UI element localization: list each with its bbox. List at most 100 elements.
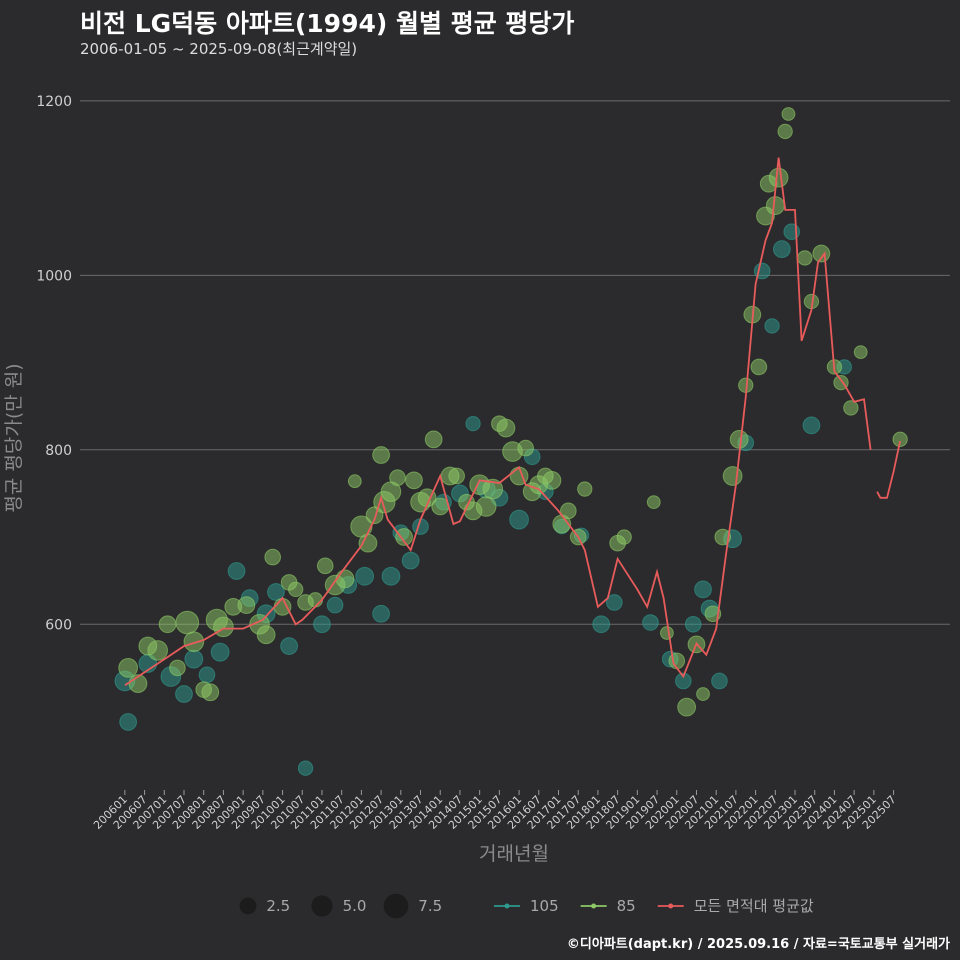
point-85 <box>389 469 406 487</box>
point-105 <box>592 615 611 634</box>
point-105 <box>119 713 138 731</box>
point-105 <box>280 637 298 655</box>
point-105 <box>198 666 216 684</box>
legend-series-label: 모든 면적대 평균값 <box>694 897 814 915</box>
point-85 <box>892 431 908 448</box>
x-axis-label: 거래년월 <box>479 843 549 865</box>
point-85 <box>853 345 868 360</box>
legend-series-dot <box>504 903 510 909</box>
point-105 <box>642 614 659 631</box>
point-105 <box>372 604 390 623</box>
point-85 <box>542 470 562 490</box>
point-85 <box>424 430 443 449</box>
point-105 <box>764 318 780 334</box>
point-85 <box>517 439 534 457</box>
point-85 <box>577 481 593 497</box>
point-105 <box>773 240 791 259</box>
point-105 <box>684 615 702 633</box>
point-85 <box>307 592 324 608</box>
point-85 <box>797 250 813 266</box>
point-85 <box>448 467 465 485</box>
point-85 <box>729 429 749 449</box>
legend-size-label: 5.0 <box>343 897 367 915</box>
point-85 <box>175 610 200 635</box>
legend-size-swatch <box>383 893 409 919</box>
point-105 <box>267 583 285 601</box>
legend-series-dot <box>591 903 597 909</box>
point-105 <box>227 562 246 580</box>
grid-lines <box>80 100 950 625</box>
point-85 <box>335 569 355 589</box>
point-85 <box>213 616 234 638</box>
point-105 <box>381 566 401 586</box>
y-tick-label: 600 <box>45 617 72 633</box>
point-105 <box>401 551 420 570</box>
point-85 <box>696 687 710 701</box>
source-caption: ©디아파트(dapt.kr) / 2025.09.16 / 자료=국토교통부 실… <box>566 937 950 952</box>
point-85 <box>316 557 334 575</box>
point-85 <box>750 358 768 376</box>
legend-size-label: 2.5 <box>266 897 290 915</box>
chart-title: 비전 LG덕동 아파트(1994) 월별 평균 평당가 <box>80 9 575 38</box>
point-85 <box>722 466 743 486</box>
point-85 <box>264 548 281 566</box>
point-85 <box>714 528 732 546</box>
average-line-segment <box>876 440 901 499</box>
point-85 <box>616 529 632 545</box>
legend-series-label: 105 <box>530 897 559 915</box>
x-axis-ticks: 2006012006072007012007072008012008072009… <box>91 790 899 832</box>
point-85 <box>395 528 413 546</box>
point-105 <box>184 649 204 669</box>
point-85 <box>646 495 661 510</box>
point-85 <box>183 631 205 653</box>
point-105 <box>675 672 692 690</box>
point-85 <box>169 659 186 677</box>
point-85 <box>781 107 796 121</box>
point-85 <box>660 626 674 640</box>
legend-size-label: 7.5 <box>418 897 442 915</box>
point-85 <box>677 697 697 717</box>
legend-series-dot <box>668 903 674 909</box>
point-105 <box>606 594 623 611</box>
legend-size-swatch <box>311 895 333 917</box>
point-105 <box>802 416 821 435</box>
point-85 <box>768 167 789 188</box>
point-105 <box>465 415 481 432</box>
point-105 <box>694 580 712 599</box>
point-85 <box>777 123 793 140</box>
point-85 <box>765 196 785 215</box>
point-105 <box>175 685 193 703</box>
chart-subtitle: 2006-01-05 ~ 2025-09-08(최근계약일) <box>80 40 358 58</box>
point-85 <box>201 683 220 702</box>
point-85 <box>237 596 256 614</box>
y-tick-label: 800 <box>45 443 72 459</box>
point-105 <box>297 760 314 776</box>
legend: 2.5 5.0 7.5 105 85 모든 면적대 평균값 <box>239 893 814 919</box>
point-85 <box>118 658 139 678</box>
point-105 <box>509 509 529 530</box>
point-85 <box>475 496 497 517</box>
point-85 <box>273 597 292 616</box>
point-85 <box>347 474 362 489</box>
point-105 <box>711 672 728 690</box>
point-85 <box>158 615 177 634</box>
legend-size-swatch <box>239 897 257 915</box>
point-105 <box>210 642 230 662</box>
point-85 <box>482 478 504 500</box>
point-85 <box>256 625 276 645</box>
series-average-line <box>124 157 901 687</box>
point-85 <box>147 640 169 661</box>
point-105 <box>355 566 375 586</box>
point-105 <box>313 615 331 634</box>
legend-series-label: 85 <box>617 897 636 915</box>
point-85 <box>843 400 859 416</box>
point-85 <box>405 471 423 490</box>
point-105 <box>326 596 344 614</box>
y-tick-label: 1000 <box>36 268 72 284</box>
y-axis-label: 평균 평당가(만 원) <box>3 363 25 512</box>
y-axis-ticks: 600 800 1000 1200 <box>36 94 72 633</box>
point-85 <box>560 502 577 520</box>
point-85 <box>288 581 304 598</box>
point-85 <box>372 446 390 464</box>
